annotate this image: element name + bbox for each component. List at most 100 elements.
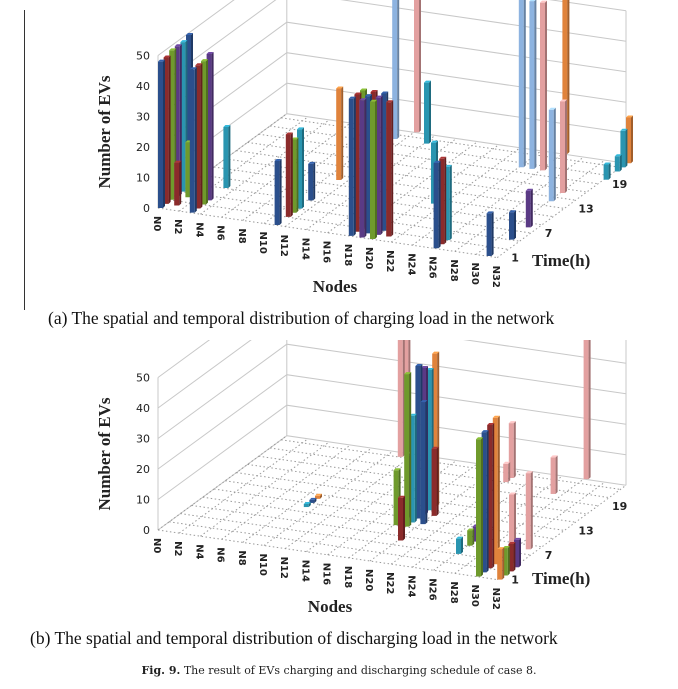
data-bar: [467, 528, 475, 546]
node-tick-label: N24: [405, 575, 416, 597]
data-bar: [274, 159, 282, 226]
bar-top-face: [309, 497, 317, 500]
figure-caption-text: The result of EVs charging and dischargi…: [183, 664, 537, 677]
bar-side-face: [228, 125, 231, 189]
bar-top-face: [308, 161, 316, 164]
bar-side-face: [279, 159, 282, 226]
bar-front-face: [359, 100, 365, 238]
bar-top-face: [163, 55, 171, 58]
bar-top-face: [514, 537, 521, 540]
bar-top-face: [381, 91, 389, 94]
bar-front-face: [424, 82, 429, 144]
node-tick-label: N18: [342, 244, 353, 266]
floor-line: [221, 122, 351, 218]
bar-side-face: [567, 0, 570, 154]
bar-top-face: [614, 154, 622, 157]
bar-top-face: [560, 99, 567, 102]
bar-front-face: [393, 470, 399, 526]
bar-side-face: [364, 98, 367, 238]
bar-top-face: [456, 536, 463, 539]
y-tick-label: 0: [143, 524, 150, 537]
bar-front-face: [398, 497, 403, 541]
gridline: [157, 0, 627, 56]
data-bar: [414, 0, 421, 133]
bar-top-face: [189, 67, 197, 70]
bar-side-face: [438, 160, 441, 249]
node-tick-label: N14: [299, 560, 310, 582]
bar-side-face: [313, 161, 316, 201]
data-bar: [525, 471, 533, 550]
bar-side-face: [481, 437, 483, 577]
node-tick-label: N18: [342, 566, 353, 588]
y-axis-label: Number of EVs: [95, 75, 114, 188]
data-bar: [397, 340, 405, 457]
bar-front-face: [583, 340, 589, 480]
bar-top-face: [274, 159, 282, 161]
bar-front-face: [614, 156, 620, 172]
bar-side-face: [486, 430, 489, 573]
data-bar: [503, 461, 511, 483]
floor-line: [236, 472, 576, 523]
bar-side-face: [375, 99, 377, 239]
data-bar: [509, 210, 516, 240]
y-tick-label: 10: [136, 494, 150, 507]
gridline: [157, 343, 627, 439]
data-bar: [431, 446, 439, 516]
floor-line: [221, 444, 351, 540]
bar-side-face: [513, 541, 516, 572]
bar-side-face: [461, 536, 463, 554]
floor-line: [202, 174, 543, 226]
bar-side-face: [206, 59, 208, 205]
node-tick-label: N16: [321, 241, 332, 263]
floor-line: [169, 199, 509, 250]
bar-side-face: [565, 99, 567, 193]
bar-top-face: [626, 115, 633, 118]
bar-top-face: [409, 413, 417, 416]
bar-front-face: [431, 448, 437, 516]
bar-side-face: [168, 55, 171, 204]
y-tick-label: 0: [143, 202, 150, 215]
data-bar: [308, 161, 316, 201]
bar-front-face: [456, 538, 461, 554]
y-tick-label: 30: [136, 433, 150, 446]
bars-layer: [303, 340, 591, 580]
floor-line: [258, 133, 599, 185]
bar-side-face: [211, 51, 214, 201]
floor-line: [178, 438, 309, 534]
node-tick-label: N24: [405, 253, 416, 275]
floor-line: [306, 134, 436, 231]
floor-line: [157, 435, 288, 531]
data-bar: [158, 59, 165, 208]
data-bar: [223, 125, 231, 189]
bar-side-face: [619, 154, 622, 172]
bar-front-face: [308, 163, 314, 201]
bar-side-face: [353, 96, 356, 236]
bar-top-face: [404, 372, 412, 375]
bar-front-face: [548, 109, 554, 202]
floor-line: [247, 463, 587, 515]
floor-line: [269, 125, 610, 177]
bar-top-face: [174, 160, 182, 163]
data-bar: [370, 99, 377, 239]
data-bar: [548, 107, 556, 202]
floor-line: [281, 439, 621, 490]
data-bar: [348, 96, 356, 236]
time-tick-label: 1: [511, 574, 519, 587]
gridline: [157, 340, 627, 409]
gridline: [157, 374, 627, 470]
discharging-chart-caption: (b) The spatial and temporal distributio…: [30, 628, 558, 648]
gridline: [157, 340, 211, 378]
bar-top-face: [603, 162, 611, 165]
bar-side-face: [502, 547, 505, 580]
data-bar: [540, 0, 547, 171]
bar-side-face: [534, 0, 537, 169]
y-tick-label: 20: [136, 141, 150, 154]
bar-side-face: [296, 137, 299, 213]
grid-layer: [157, 340, 627, 531]
floor-line: [433, 475, 563, 571]
bar-top-face: [201, 59, 208, 62]
bar-front-face: [285, 134, 291, 217]
bar-side-face: [429, 80, 431, 144]
bar-top-face: [525, 188, 533, 191]
bar-side-face: [414, 413, 417, 523]
